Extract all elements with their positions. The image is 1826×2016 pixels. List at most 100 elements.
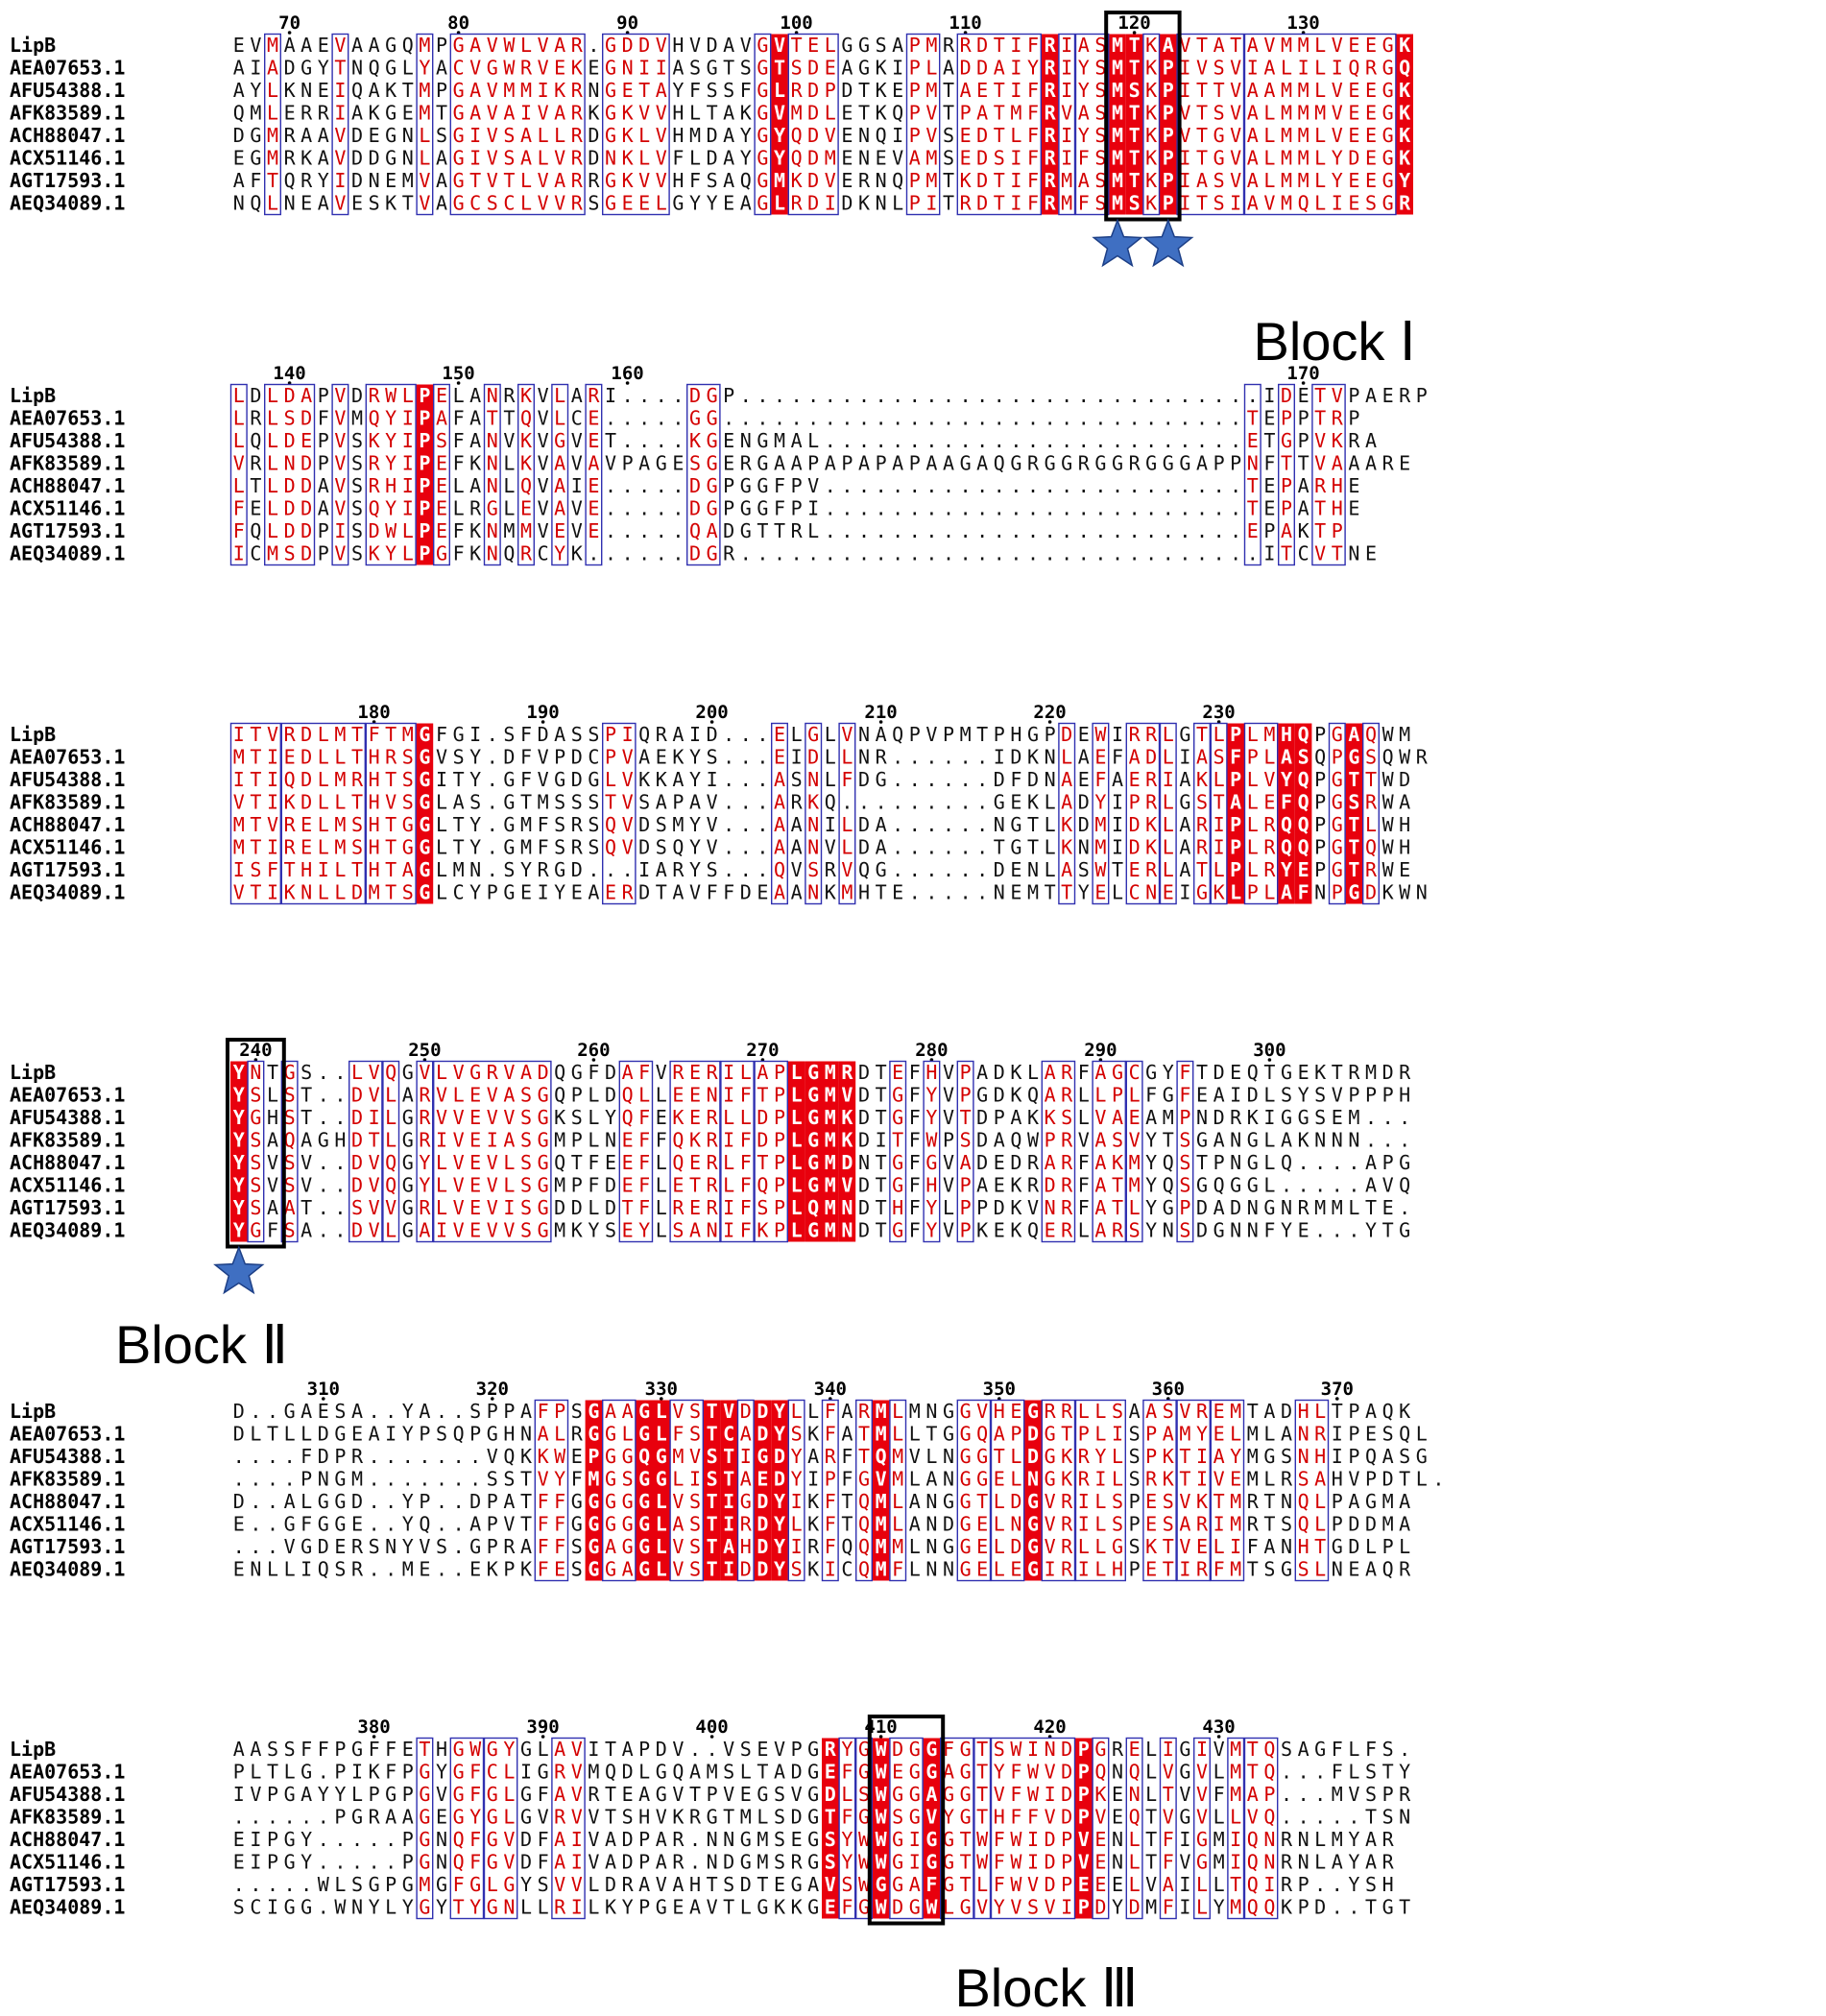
residue: S — [672, 1219, 684, 1242]
residue: Q — [892, 102, 903, 125]
residue: K — [1281, 1896, 1292, 1919]
residue: A — [791, 429, 803, 452]
residue: L — [520, 1896, 532, 1919]
residue: Q — [402, 34, 414, 57]
residue: S — [503, 124, 515, 147]
residue: I — [1332, 1423, 1343, 1446]
residue: T — [757, 1151, 768, 1174]
similarity-box — [956, 1060, 974, 1243]
residue: L — [588, 1084, 599, 1107]
residue: . — [994, 474, 1005, 497]
residue: K — [1027, 791, 1039, 814]
residue: A — [1365, 384, 1377, 407]
residue: F — [723, 881, 734, 904]
similarity-box — [331, 33, 349, 216]
similarity-box — [1159, 1737, 1177, 1920]
residue: . — [1314, 1761, 1326, 1784]
similarity-box — [1361, 722, 1380, 905]
residue: T — [1163, 1783, 1174, 1806]
residue: A — [876, 813, 887, 836]
residue: E — [469, 1151, 481, 1174]
residue: . — [757, 723, 768, 746]
residue: M — [351, 407, 363, 430]
residue: V — [487, 34, 498, 57]
residue: A — [250, 1738, 261, 1761]
residue: . — [638, 497, 650, 520]
residue: V — [385, 791, 396, 814]
residue: . — [369, 1445, 380, 1468]
residue: V — [487, 1084, 498, 1107]
residue: . — [925, 746, 937, 769]
residue: I — [571, 474, 583, 497]
residue: A — [707, 519, 718, 542]
residue: L — [1213, 1873, 1225, 1896]
residue: F — [571, 1468, 583, 1491]
residue: . — [943, 384, 954, 407]
residue: N — [487, 542, 498, 565]
residue: L — [1213, 1761, 1225, 1784]
residue: G — [419, 1828, 430, 1851]
residue: F — [554, 1513, 565, 1536]
residue: K — [622, 147, 634, 170]
residue: R — [1078, 452, 1091, 475]
residue: Y — [1078, 57, 1090, 80]
residue: F — [925, 1873, 937, 1896]
residue: . — [925, 836, 937, 859]
sequence-name: LipB — [10, 34, 56, 57]
residue: R — [672, 1851, 685, 1874]
residue: T — [994, 169, 1005, 192]
residue: S — [876, 34, 887, 57]
residue: Y — [1281, 1219, 1292, 1242]
residue: S — [791, 57, 803, 80]
residue: R — [318, 102, 330, 125]
residue: R — [656, 723, 668, 746]
residue: . — [1196, 542, 1208, 565]
residue: A — [1112, 1106, 1123, 1129]
residue: G — [672, 192, 684, 215]
residue: G — [402, 1106, 414, 1129]
residue: G — [656, 1896, 667, 1919]
residue: A — [807, 1873, 819, 1896]
residue: G — [740, 1828, 752, 1851]
residue: P — [960, 1219, 972, 1242]
residue: C — [588, 746, 599, 769]
residue: K — [672, 1106, 684, 1129]
residue: Q — [791, 147, 803, 170]
residue: . — [925, 497, 937, 520]
residue: M — [825, 1061, 836, 1084]
residue: V — [1196, 1761, 1208, 1784]
residue: V — [825, 1873, 836, 1896]
residue: . — [1010, 542, 1021, 565]
residue: S — [351, 836, 363, 859]
residue: V — [1179, 1490, 1190, 1513]
residue: G — [538, 1129, 549, 1152]
residue: S — [233, 1896, 245, 1919]
residue: . — [284, 1806, 296, 1829]
residue: E — [571, 881, 583, 904]
residue: A — [1247, 192, 1259, 215]
residue: Y — [233, 1196, 245, 1219]
residue: A — [943, 452, 954, 475]
residue: V — [334, 34, 346, 57]
residue: P — [1078, 1896, 1090, 1919]
similarity-box — [449, 33, 586, 216]
residue: K — [672, 746, 684, 769]
ruler-tick-label: 150 — [442, 363, 474, 384]
residue: G — [757, 57, 768, 80]
residue: G — [1281, 1106, 1292, 1129]
residue: S — [284, 1219, 296, 1242]
residue: R — [1399, 384, 1411, 407]
residue: L — [318, 746, 329, 769]
similarity-box — [1092, 722, 1110, 905]
residue: G — [757, 124, 768, 147]
residue: M — [1112, 34, 1123, 57]
residue: A — [1263, 1535, 1275, 1558]
residue: V — [334, 452, 346, 475]
sequence-name: AEA07653.1 — [10, 407, 125, 430]
residue: A — [554, 1783, 565, 1806]
residue: Y — [1145, 1196, 1157, 1219]
residue: K — [520, 452, 532, 475]
residue: G — [807, 1783, 819, 1806]
